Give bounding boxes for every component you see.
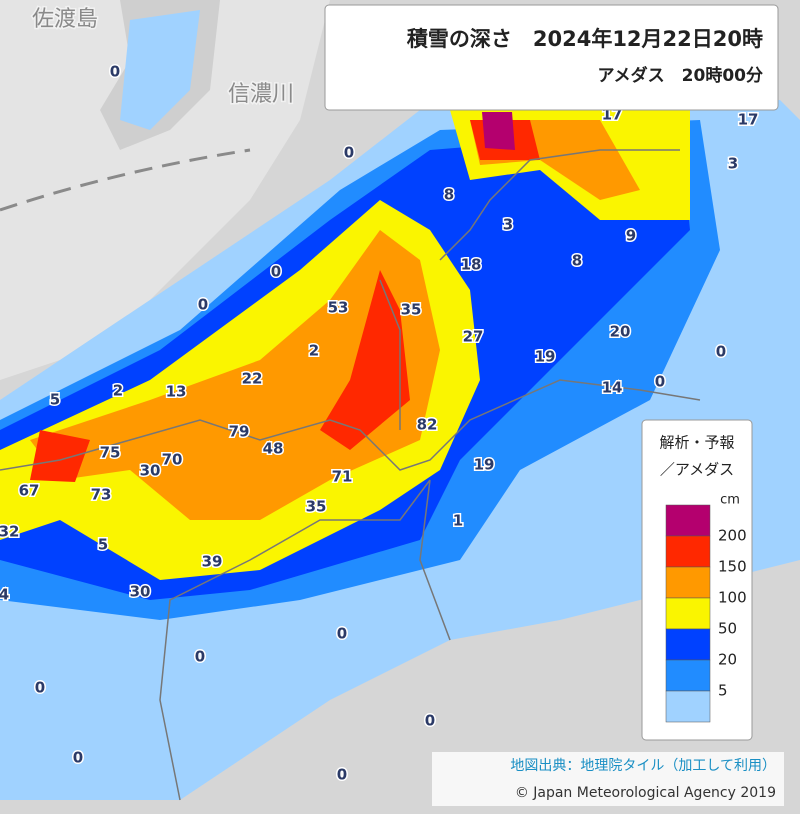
legend-label: 100 — [718, 589, 747, 607]
station-value: 8 — [572, 252, 582, 270]
station-value: 0 — [337, 766, 347, 784]
title-box — [324, 4, 779, 111]
legend-scale: 200 150 100 50 20 5 — [665, 504, 747, 723]
snow-area-over-200 — [482, 112, 515, 150]
station-value: 2 — [309, 342, 319, 360]
place-name: 信濃川 — [228, 82, 294, 107]
title: 積雪の深さ 2024年12月22日20時 — [407, 27, 763, 51]
station-value: 32 — [0, 523, 19, 541]
station-value: 22 — [242, 370, 263, 388]
snow-area-150 — [30, 230, 440, 520]
map-source[interactable]: 地図出典：地理院タイル（加工して利用） — [510, 758, 776, 774]
station-value: 48 — [263, 440, 284, 458]
station-value: 30 — [130, 583, 151, 601]
legend-label: 20 — [718, 651, 737, 669]
station-value: 19 — [474, 456, 495, 474]
station-value: 5 — [98, 536, 108, 554]
station-value: 0 — [655, 373, 665, 391]
station-value: 79 — [229, 423, 250, 441]
legend-swatch — [665, 535, 711, 568]
station-value: 0 — [198, 296, 208, 314]
station-value: 9 — [626, 227, 636, 245]
sea — [0, 0, 330, 380]
station-value: 8 — [444, 186, 454, 204]
station-value: 82 — [417, 416, 438, 434]
station-value: 0 — [73, 749, 83, 767]
sea-route — [0, 148, 251, 212]
legend-swatch — [665, 504, 711, 537]
station-value: 4 — [0, 586, 9, 604]
station-value: 3 — [728, 155, 738, 173]
station-value: 0 — [425, 712, 435, 730]
legend-swatch — [665, 597, 711, 630]
station-value: 75 — [100, 444, 121, 462]
station-value: 1 — [453, 512, 463, 530]
legend-title: 解析・予報 — [659, 434, 734, 452]
legend-label: 50 — [718, 620, 737, 638]
copyright: © Japan Meteorological Agency 2019 — [515, 785, 776, 801]
station-value: 19 — [535, 348, 556, 366]
legend-swatch — [665, 659, 711, 692]
station-value: 35 — [306, 498, 327, 516]
subtitle: アメダス 20時00分 — [598, 65, 763, 86]
station-value: 0 — [337, 625, 347, 643]
station-value: 18 — [461, 256, 482, 274]
station-value: 5 — [50, 391, 60, 409]
station-value: 17 — [738, 111, 759, 129]
snow-area-200 — [30, 120, 540, 482]
station-value: 14 — [602, 379, 623, 397]
legend-swatch — [665, 566, 711, 599]
station-value: 0 — [344, 144, 354, 162]
station-value: 3 — [503, 216, 513, 234]
legend-label: 200 — [718, 527, 747, 545]
station-value: 0 — [716, 343, 726, 361]
station-value: 73 — [91, 486, 112, 504]
station-value: 67 — [19, 482, 40, 500]
boundary — [0, 149, 701, 801]
station-value: 30 — [140, 462, 161, 480]
station-value: 13 — [166, 383, 187, 401]
legend-swatch — [665, 690, 711, 723]
legend-title: ／アメダス — [660, 461, 734, 479]
station-value: 0 — [110, 63, 120, 81]
station-value: 35 — [401, 301, 422, 319]
station-value: 0 — [271, 263, 281, 281]
station-value: 70 — [162, 451, 183, 469]
station-value: 2 — [113, 382, 123, 400]
station-value: 0 — [35, 679, 45, 697]
place-name: 佐渡島 — [32, 7, 98, 32]
station-value: 71 — [332, 468, 353, 486]
legend-swatch — [665, 628, 711, 661]
station-value: 27 — [463, 328, 484, 346]
station-value: 0 — [195, 648, 205, 666]
legend-unit: cm — [720, 493, 740, 508]
station-value: 39 — [202, 553, 223, 571]
station-value: 53 — [328, 299, 349, 317]
snow-area-5 — [120, 10, 200, 130]
legend-label: 150 — [718, 558, 747, 576]
legend-label: 5 — [718, 682, 728, 700]
station-value: 20 — [610, 323, 631, 341]
credit-box — [432, 752, 784, 806]
